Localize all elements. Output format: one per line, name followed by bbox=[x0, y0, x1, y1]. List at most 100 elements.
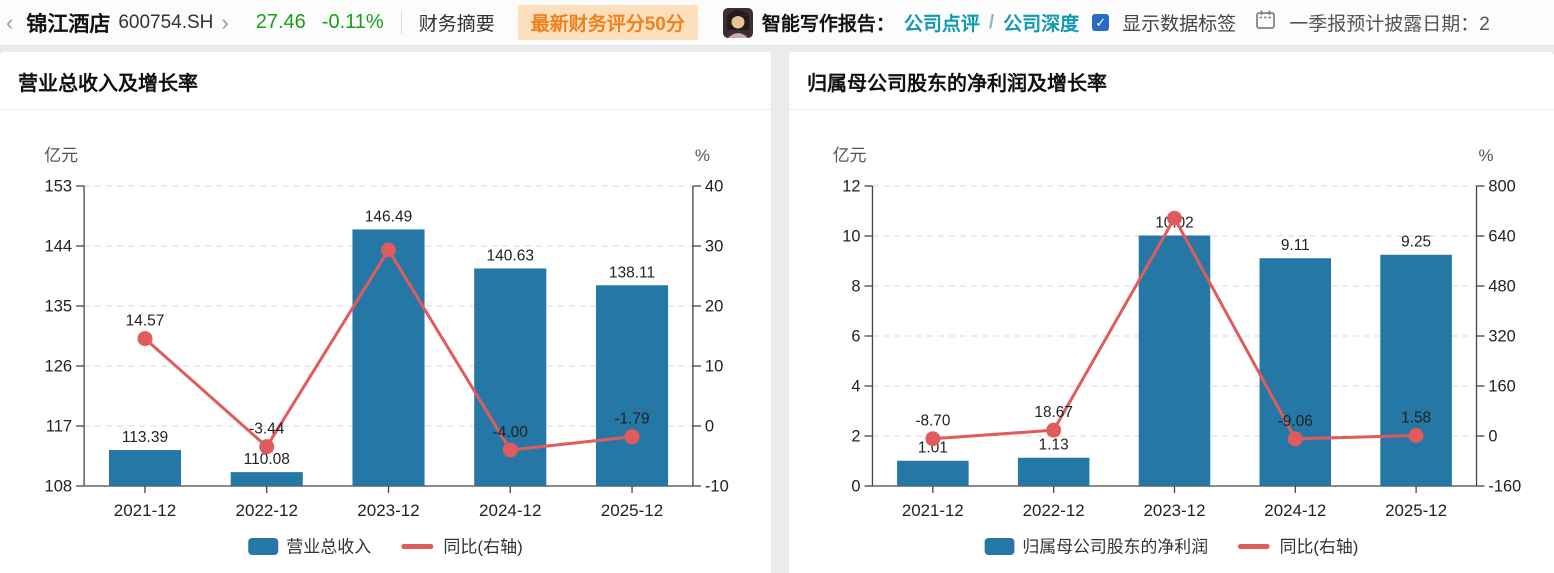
bar-value-label: 1.01 bbox=[918, 440, 948, 457]
line-value-label: -1.79 bbox=[614, 411, 649, 428]
x-axis-label: 2022-12 bbox=[1023, 501, 1085, 520]
bar-2023-12[interactable] bbox=[1138, 235, 1211, 487]
bar-2024-12[interactable] bbox=[1259, 258, 1332, 486]
line-point-2021-12[interactable] bbox=[925, 431, 941, 447]
line-point-2022-12[interactable] bbox=[1046, 422, 1062, 438]
x-axis-label: 2023-12 bbox=[357, 501, 419, 520]
divider bbox=[400, 11, 402, 34]
legend-bar-swatch bbox=[984, 538, 1015, 555]
line-point-2021-12[interactable] bbox=[137, 331, 153, 347]
net-profit-chart-panel: 归属母公司股东的净利润及增长率 12 10 8 6 4 2 0 800 640 480 320 160… bbox=[789, 52, 1554, 573]
tab-financial-summary[interactable]: 财务摘要 bbox=[418, 14, 495, 35]
line-value-label: -4.00 bbox=[493, 424, 529, 441]
line-value-label: -3.44 bbox=[249, 421, 285, 438]
chart-legend: 归属母公司股东的净利润 同比(右轴) bbox=[984, 537, 1359, 557]
bar-2023-12[interactable] bbox=[352, 229, 425, 486]
legend-bar-swatch bbox=[248, 538, 279, 555]
bar-2025-12[interactable] bbox=[595, 285, 669, 486]
bar-2021-12[interactable] bbox=[897, 460, 969, 486]
avatar[interactable] bbox=[722, 7, 753, 38]
top-bar: ‹ 锦江酒店 600754.SH › 27.46 -0.11% 财务摘要 最新财… bbox=[0, 0, 1554, 46]
back-chevron-icon[interactable]: ‹ bbox=[6, 9, 14, 35]
right-axis-name: % bbox=[695, 146, 710, 165]
net-profit-chart-title: 归属母公司股东的净利润及增长率 bbox=[789, 52, 1554, 110]
x-axis-label: 2022-12 bbox=[236, 501, 298, 520]
right-axis-tick-label: 640 bbox=[1488, 227, 1515, 245]
x-axis-label: 2024-12 bbox=[479, 501, 541, 520]
bar-value-label: 113.39 bbox=[122, 429, 168, 446]
bar-value-label: 9.25 bbox=[1401, 234, 1431, 251]
ai-report-label: 智能写作报告： bbox=[761, 14, 895, 35]
x-axis-label: 2023-12 bbox=[1143, 501, 1205, 520]
left-axis-tick-label: 12 bbox=[842, 177, 860, 195]
left-axis-tick-label: 144 bbox=[45, 238, 73, 256]
line-value-label: 14.57 bbox=[126, 313, 165, 330]
line-value-label: -8.70 bbox=[915, 413, 950, 430]
bar-value-label: 146.49 bbox=[365, 208, 412, 225]
left-axis-name: 亿元 bbox=[44, 146, 78, 165]
net-profit-chart-canvas[interactable]: 12 10 8 6 4 2 0 800 640 480 320 160 0 -160 亿元 % 2021-12 2… bbox=[789, 110, 1554, 573]
line-point-2023-12[interactable] bbox=[380, 242, 397, 258]
chart-legend: 营业总收入 同比(右轴) bbox=[248, 538, 523, 557]
bar-2025-12[interactable] bbox=[1380, 254, 1452, 486]
link-separator: / bbox=[988, 11, 995, 33]
legend-line-swatch bbox=[1237, 544, 1270, 549]
right-axis-tick-label: 40 bbox=[705, 178, 723, 196]
legend-label: 同比(右轴) bbox=[443, 538, 522, 557]
legend-label: 归属母公司股东的净利润 bbox=[1022, 537, 1208, 556]
revenue-chart-panel: 营业总收入及增长率 153 144 135 126 117 108 40 30 20 10 0 -10… bbox=[0, 52, 771, 573]
right-axis-tick-label: 800 bbox=[1488, 177, 1515, 195]
right-axis-name: % bbox=[1478, 146, 1493, 165]
right-axis-tick-label: 0 bbox=[705, 418, 714, 436]
ai-report-group: 智能写作报告： 公司点评 / 公司深度 bbox=[722, 7, 1080, 38]
show-data-labels-label[interactable]: 显示数据标签 bbox=[1122, 14, 1237, 35]
left-axis-tick-label: 10 bbox=[842, 227, 860, 245]
left-axis-name: 亿元 bbox=[833, 146, 867, 165]
financial-score-badge[interactable]: 最新财务评分50分 bbox=[517, 5, 698, 40]
legend-item-bar[interactable]: 营业总收入 bbox=[248, 538, 371, 557]
line-point-2025-12[interactable] bbox=[624, 429, 640, 445]
x-axis-label: 2021-12 bbox=[902, 501, 964, 520]
calendar-icon bbox=[1255, 9, 1276, 36]
stock-code: 600754.SH bbox=[118, 11, 214, 33]
forward-chevron-icon[interactable]: › bbox=[221, 9, 229, 35]
bar-2021-12[interactable] bbox=[108, 450, 182, 486]
link-company-deep[interactable]: 公司深度 bbox=[1003, 14, 1080, 35]
bar-value-label: 9.11 bbox=[1281, 237, 1310, 254]
right-axis-tick-label: 160 bbox=[1488, 377, 1515, 395]
legend-label: 营业总收入 bbox=[286, 538, 371, 557]
bar-value-label: 110.08 bbox=[244, 451, 290, 468]
line-value-label: -9.06 bbox=[1278, 413, 1313, 430]
right-axis-tick-label: -160 bbox=[1488, 477, 1521, 495]
line-point-2023-12[interactable] bbox=[1167, 210, 1182, 226]
revenue-chart-title: 营业总收入及增长率 bbox=[0, 52, 771, 110]
show-data-labels-checkbox[interactable]: ✓ bbox=[1092, 14, 1110, 31]
bar-2022-12[interactable] bbox=[230, 472, 303, 486]
x-axis-label: 2021-12 bbox=[114, 501, 176, 520]
revenue-chart-canvas[interactable]: 153 144 135 126 117 108 40 30 20 10 0 -10 亿元 % 2021-12… bbox=[0, 110, 771, 573]
line-value-label: 18.67 bbox=[1034, 404, 1073, 421]
stock-selector[interactable]: 锦江酒店 600754.SH › bbox=[26, 8, 228, 38]
left-axis-tick-label: 126 bbox=[45, 358, 73, 376]
stock-change-percent: -0.11% bbox=[321, 11, 384, 33]
right-axis-tick-label: 30 bbox=[705, 238, 723, 256]
line-point-2022-12[interactable] bbox=[259, 439, 275, 455]
bar-value-label: 1.13 bbox=[1039, 437, 1069, 454]
bar-2022-12[interactable] bbox=[1017, 457, 1090, 486]
legend-item-bar[interactable]: 归属母公司股东的净利润 bbox=[984, 537, 1208, 557]
right-axis-tick-label: -10 bbox=[705, 478, 729, 496]
right-axis-tick-label: 480 bbox=[1488, 277, 1515, 295]
bar-value-label: 138.11 bbox=[609, 264, 655, 281]
legend-item-line[interactable]: 同比(右轴) bbox=[401, 538, 523, 557]
left-axis-tick-label: 135 bbox=[45, 298, 73, 316]
left-axis-tick-label: 6 bbox=[851, 327, 860, 345]
line-point-2025-12[interactable] bbox=[1408, 428, 1424, 444]
x-axis-label: 2024-12 bbox=[1264, 501, 1326, 520]
right-axis-tick-label: 320 bbox=[1488, 327, 1515, 345]
line-point-2024-12[interactable] bbox=[1287, 431, 1303, 447]
legend-item-line[interactable]: 同比(右轴) bbox=[1237, 537, 1359, 557]
quote: 27.46 -0.11% bbox=[256, 11, 384, 34]
link-company-comment[interactable]: 公司点评 bbox=[903, 14, 980, 35]
stock-name: 锦江酒店 bbox=[26, 12, 111, 36]
line-point-2024-12[interactable] bbox=[502, 442, 518, 458]
